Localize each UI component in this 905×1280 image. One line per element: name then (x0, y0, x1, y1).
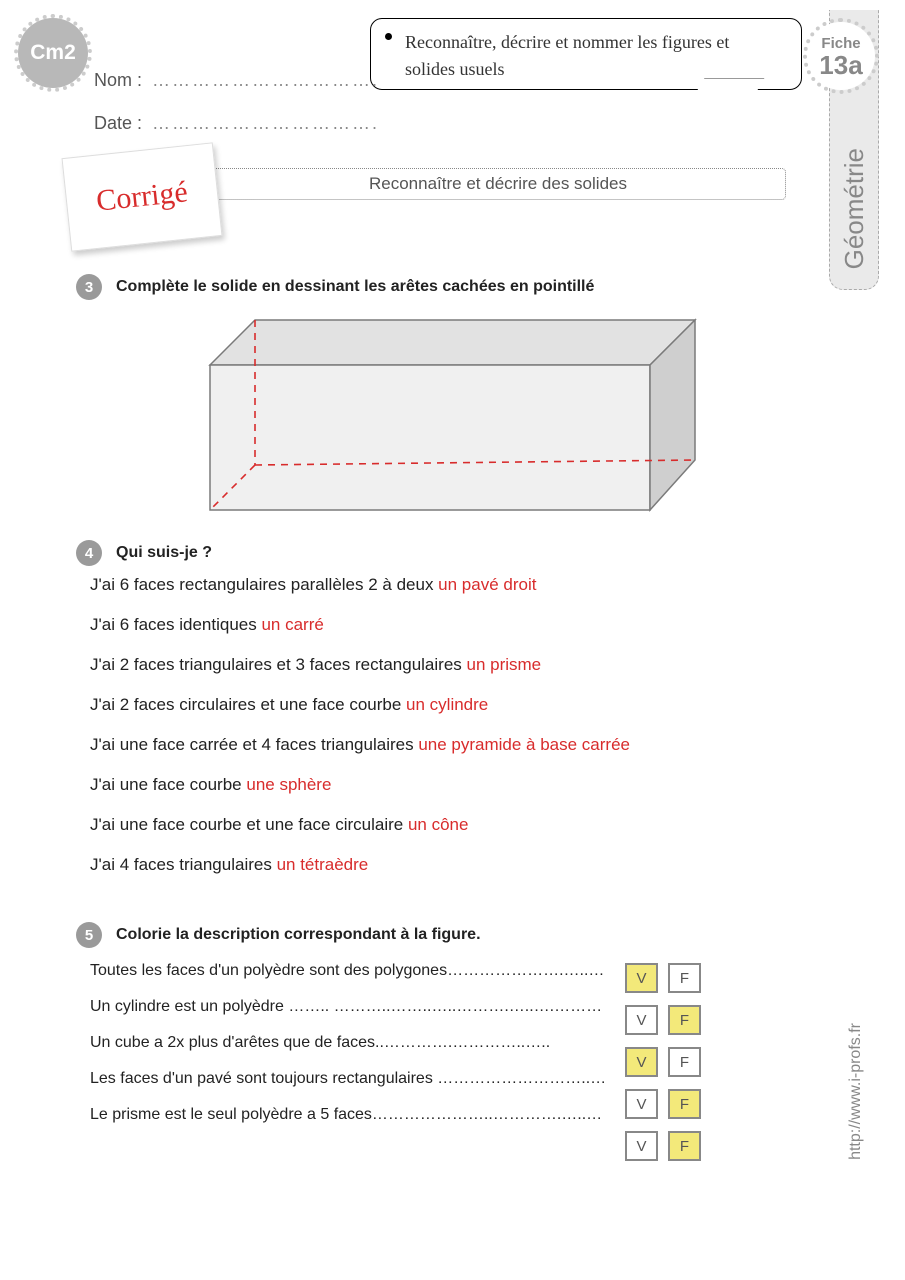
vf-row: Toutes les faces d'un polyèdre sont des … (90, 962, 710, 980)
v-cell: V (625, 963, 658, 993)
fiche-label: Fiche (821, 35, 860, 52)
riddle-q: J'ai une face courbe (90, 775, 246, 794)
riddle-item: J'ai 2 faces circulaires et une face cou… (90, 695, 785, 715)
riddle-item: J'ai 4 faces triangulaires un tétraèdre (90, 855, 785, 875)
name-label: Nom : (94, 70, 142, 90)
riddle-a: un carré (261, 615, 323, 634)
bullet-icon (385, 33, 392, 40)
question-3-header: 3 Complète le solide en dessinant les ar… (76, 274, 594, 300)
riddle-a: un cylindre (406, 695, 488, 714)
riddle-q: J'ai une face carrée et 4 faces triangul… (90, 735, 418, 754)
vf-statements: Toutes les faces d'un polyèdre sont des … (90, 962, 710, 1124)
cuboid-diagram (200, 310, 710, 520)
subject-text: Géométrie (839, 148, 870, 269)
vf-pair: V F (625, 1131, 701, 1161)
question-5-header: 5 Colorie la description correspondant à… (76, 922, 481, 948)
date-field: Date : ……………………………. (94, 113, 379, 134)
f-cell: F (668, 1005, 701, 1035)
riddle-item: J'ai une face carrée et 4 faces triangul… (90, 735, 785, 755)
footer-url: http://www.i-profs.fr (847, 1023, 865, 1160)
f-cell: F (668, 963, 701, 993)
paper-fold (698, 78, 765, 90)
v-cell: V (625, 1131, 658, 1161)
name-dots: ……………………………. (152, 70, 379, 90)
vf-boxes: V F V F V F V F V F (625, 963, 701, 1161)
vf-stmt: Les faces d'un pavé sont toujours rectan… (90, 1070, 710, 1088)
riddle-item: J'ai une face courbe et une face circula… (90, 815, 785, 835)
objective-box: Reconnaître, décrire et nommer les figur… (370, 18, 802, 90)
fiche-badge: Fiche 13a (807, 22, 875, 90)
q3-num: 3 (76, 274, 102, 300)
riddle-item: J'ai 2 faces triangulaires et 3 faces re… (90, 655, 785, 675)
vf-row: Le prisme est le seul polyèdre a 5 faces… (90, 1106, 710, 1124)
riddle-item: J'ai une face courbe une sphère (90, 775, 785, 795)
question-4-header: 4 Qui suis-je ? (76, 540, 212, 566)
riddle-a: une pyramide à base carrée (418, 735, 630, 754)
vf-row: Un cube a 2x plus d'arêtes que de faces.… (90, 1034, 710, 1052)
v-cell: V (625, 1089, 658, 1119)
vf-row: Les faces d'un pavé sont toujours rectan… (90, 1070, 710, 1088)
vf-pair: V F (625, 1089, 701, 1119)
grade-badge: Cm2 (18, 18, 88, 88)
fiche-num: 13a (819, 52, 862, 78)
riddle-q: J'ai 4 faces triangulaires (90, 855, 277, 874)
riddle-a: un tétraèdre (277, 855, 369, 874)
riddle-a: une sphère (246, 775, 331, 794)
riddle-q: J'ai 6 faces identiques (90, 615, 261, 634)
vf-pair: V F (625, 1005, 701, 1035)
riddle-item: J'ai 6 faces identiques un carré (90, 615, 785, 635)
v-cell: V (625, 1005, 658, 1035)
f-cell: F (668, 1089, 701, 1119)
riddle-q: J'ai 2 faces circulaires et une face cou… (90, 695, 406, 714)
vf-stmt: Toutes les faces d'un polyèdre sont des … (90, 962, 710, 980)
vf-stmt: Un cube a 2x plus d'arêtes que de faces.… (90, 1034, 710, 1052)
vf-stmt: Le prisme est le seul polyèdre a 5 faces… (90, 1106, 710, 1124)
date-dots: ……………………………. (152, 113, 379, 133)
v-cell: V (625, 1047, 658, 1077)
q4-text: Qui suis-je ? (116, 544, 212, 562)
q4-num: 4 (76, 540, 102, 566)
objective-text: Reconnaître, décrire et nommer les figur… (405, 29, 783, 83)
riddle-q: J'ai une face courbe et une face circula… (90, 815, 408, 834)
vf-row: Un cylindre est un polyèdre …….. ………..……… (90, 998, 710, 1016)
corrige-text: Corrigé (95, 175, 190, 218)
q3-text: Complète le solide en dessinant les arêt… (116, 278, 594, 296)
section-title: Reconnaître et décrire des solides (210, 168, 786, 200)
f-cell: F (668, 1131, 701, 1161)
corrige-card: Corrigé (62, 142, 223, 251)
grade-text: Cm2 (30, 41, 76, 65)
q5-num: 5 (76, 922, 102, 948)
vf-stmt: Un cylindre est un polyèdre …….. ………..……… (90, 998, 710, 1016)
date-label: Date : (94, 113, 142, 133)
f-cell: F (668, 1047, 701, 1077)
riddle-list: J'ai 6 faces rectangulaires parallèles 2… (90, 575, 785, 875)
riddle-a: un prisme (467, 655, 542, 674)
name-field: Nom : ……………………………. (94, 70, 379, 91)
riddle-a: un pavé droit (438, 575, 536, 594)
q5-text: Colorie la description correspondant à l… (116, 926, 481, 944)
vf-pair: V F (625, 963, 701, 993)
vf-pair: V F (625, 1047, 701, 1077)
riddle-a: un cône (408, 815, 469, 834)
riddle-q: J'ai 2 faces triangulaires et 3 faces re… (90, 655, 467, 674)
riddle-item: J'ai 6 faces rectangulaires parallèles 2… (90, 575, 785, 595)
riddle-q: J'ai 6 faces rectangulaires parallèles 2… (90, 575, 438, 594)
